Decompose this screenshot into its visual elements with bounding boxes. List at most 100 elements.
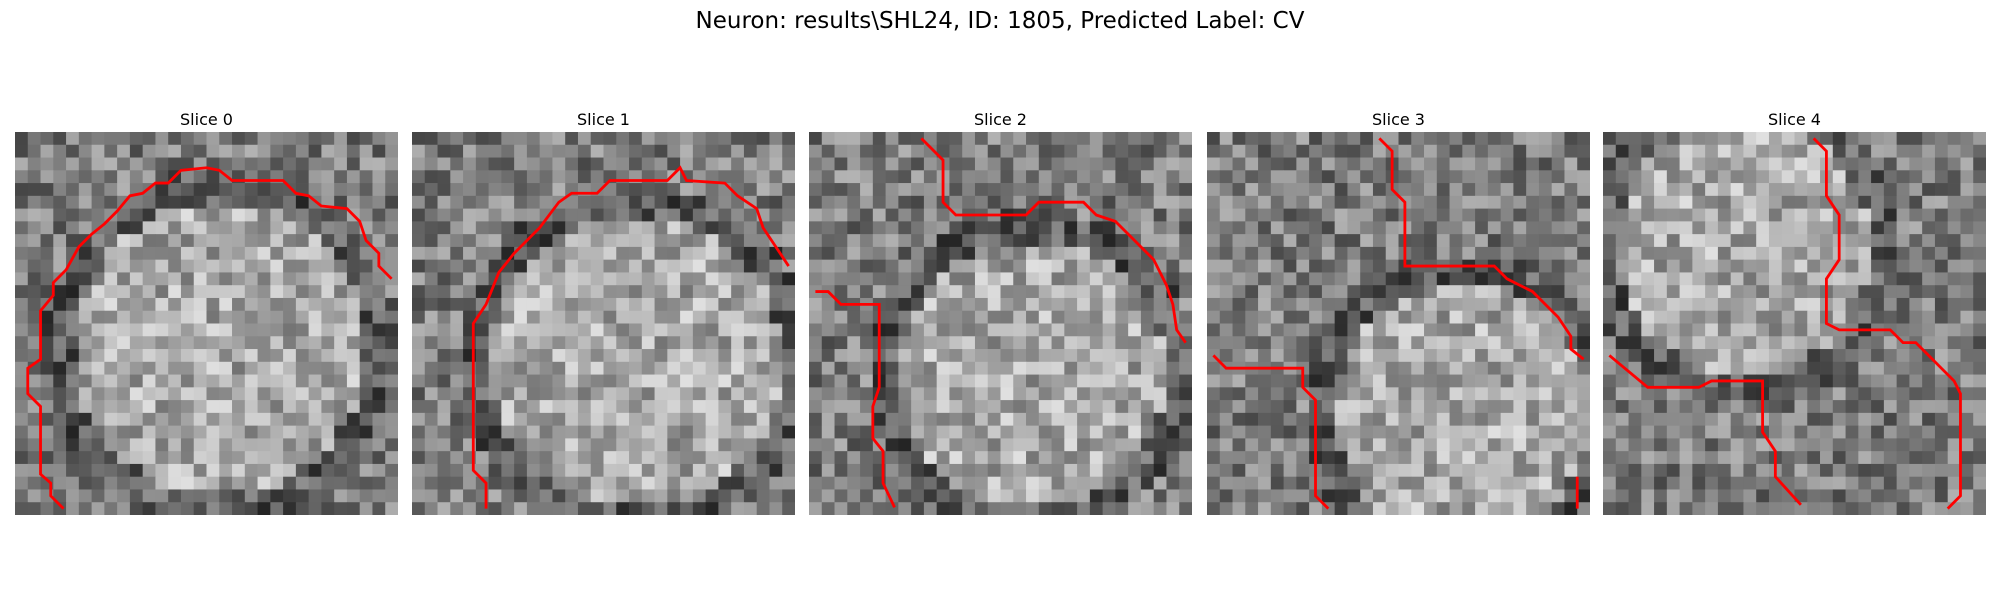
pixel: [705, 259, 719, 273]
pixel: [488, 310, 502, 324]
pixel: [1487, 272, 1502, 286]
pixel: [590, 489, 604, 503]
pixel: [1077, 323, 1091, 337]
pixel: [1654, 412, 1668, 427]
pixel: [1296, 502, 1310, 515]
pixel: [1258, 157, 1272, 171]
pixel: [1947, 425, 1961, 439]
pixel: [1140, 297, 1155, 312]
pixel: [1538, 425, 1553, 439]
pixel: [359, 476, 373, 490]
pixel: [1398, 157, 1412, 171]
pixel: [872, 234, 886, 248]
pixel: [129, 451, 144, 465]
pixel: [1207, 425, 1221, 439]
pixel: [1051, 400, 1065, 414]
pixel: [514, 476, 528, 490]
pixel: [1832, 502, 1846, 515]
pixel: [1692, 463, 1706, 478]
pixel: [1128, 400, 1142, 414]
pixel: [1896, 463, 1910, 478]
pixel: [27, 489, 41, 503]
pixel: [1372, 323, 1387, 337]
pixel: [1858, 246, 1872, 261]
pixel: [1781, 208, 1795, 222]
pixel: [629, 221, 643, 235]
pixel: [565, 285, 579, 299]
pixel: [359, 336, 373, 350]
pixel: [321, 208, 335, 222]
pixel: [1077, 208, 1091, 222]
pixel: [1564, 451, 1578, 465]
pixel: [834, 195, 848, 209]
pixel: [475, 221, 489, 235]
pixel: [1089, 438, 1104, 452]
pixel: [769, 451, 783, 465]
pixel: [1038, 272, 1052, 286]
pixel: [641, 208, 655, 222]
pixel: [847, 336, 861, 350]
pixel: [283, 438, 297, 452]
pixel: [1309, 349, 1323, 363]
pixel: [1077, 132, 1091, 146]
pixel: [526, 132, 541, 146]
pixel: [412, 489, 426, 503]
pixel: [667, 157, 681, 171]
pixel: [1845, 272, 1859, 286]
pixel: [898, 349, 912, 363]
pixel: [1064, 170, 1078, 184]
pixel: [488, 502, 502, 515]
pixel: [1603, 157, 1617, 171]
pixel: [1462, 195, 1476, 209]
pixel: [1038, 336, 1052, 350]
pixel: [53, 157, 67, 171]
pixel: [142, 476, 156, 490]
pixel: [1538, 476, 1553, 490]
pixel: [1026, 259, 1040, 273]
pixel: [104, 234, 118, 248]
pixel: [295, 438, 310, 452]
pixel: [346, 297, 361, 312]
pixel: [78, 272, 92, 286]
pixel: [117, 157, 131, 171]
pixel: [1845, 259, 1859, 273]
pixel: [1296, 144, 1310, 158]
pixel: [641, 297, 655, 312]
pixel: [283, 183, 297, 197]
pixel: [1845, 183, 1859, 197]
pixel: [1743, 400, 1757, 414]
pixel: [1219, 323, 1233, 337]
pixel: [834, 132, 848, 146]
pixel: [104, 221, 118, 235]
pixel: [1577, 157, 1590, 171]
pixel: [949, 336, 963, 350]
pixel: [1424, 157, 1438, 171]
pixel: [565, 195, 579, 209]
pixel: [1666, 412, 1680, 427]
pixel: [1679, 489, 1693, 503]
pixel: [731, 285, 745, 299]
pixel: [1038, 234, 1052, 248]
pixel: [475, 412, 489, 427]
pixel: [1077, 387, 1091, 401]
pixel: [974, 336, 989, 350]
pixel: [962, 157, 976, 171]
pixel: [1051, 374, 1065, 388]
pixel: [1603, 463, 1617, 478]
pixel: [450, 183, 464, 197]
pixel: [1577, 285, 1590, 299]
pixel: [1730, 438, 1744, 452]
pixel: [1820, 234, 1834, 248]
pixel: [1705, 476, 1719, 490]
pixel: [962, 374, 976, 388]
pixel: [450, 476, 464, 490]
pixel: [129, 349, 144, 363]
pixel: [1449, 387, 1463, 401]
pixel: [1000, 234, 1014, 248]
pixel: [782, 144, 795, 158]
pixel: [1820, 387, 1834, 401]
pixel: [641, 438, 655, 452]
pixel: [1794, 195, 1808, 209]
pixel: [117, 463, 131, 478]
pixel: [1153, 259, 1167, 273]
